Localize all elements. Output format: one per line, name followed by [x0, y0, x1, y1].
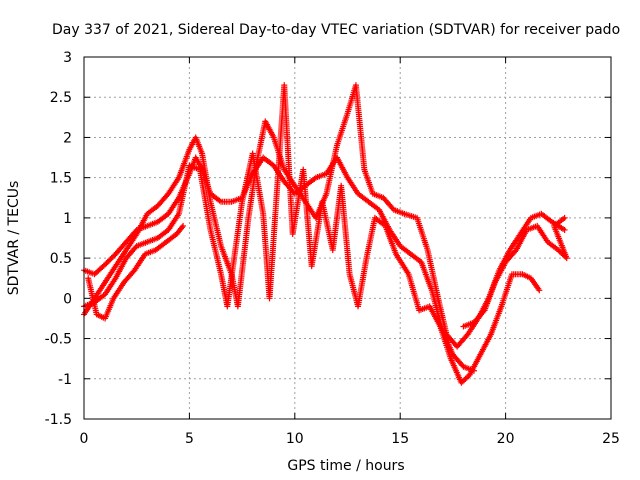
y-tick-label: 1	[63, 211, 72, 227]
data-markers	[81, 82, 570, 386]
x-tick-label: 5	[185, 431, 194, 447]
data-point	[511, 248, 518, 255]
data-point	[561, 214, 568, 221]
x-tick-label: 25	[602, 431, 620, 447]
x-tick-label: 15	[391, 431, 409, 447]
x-axis-label: GPS time / hours	[287, 458, 404, 474]
y-tick-label: 1.5	[50, 171, 72, 187]
chart-title: Day 337 of 2021, Sidereal Day-to-day VTE…	[52, 22, 620, 38]
data-point	[480, 308, 487, 315]
data-point	[561, 226, 568, 233]
y-tick-label: 2.5	[50, 90, 72, 106]
data-point	[180, 222, 187, 229]
y-tick-label: 3	[63, 50, 72, 66]
plot-frame	[83, 56, 612, 420]
y-tick-label: -0.5	[45, 332, 72, 348]
data-point	[108, 255, 115, 262]
x-tick-label: 20	[497, 431, 515, 447]
y-tick-label: -1.5	[45, 412, 72, 428]
y-tick-label: 0.5	[50, 251, 72, 267]
axis-ticks: -1.5 -1 -0.5 0 0.5 1 1.5 2 2.5 3 0 5 10 15 20 25	[45, 50, 620, 447]
data-point	[109, 253, 116, 260]
data-point	[102, 261, 109, 268]
data-point	[103, 260, 110, 267]
data-point	[104, 258, 111, 265]
y-tick-label: -1	[58, 372, 72, 388]
data-point	[107, 256, 114, 263]
data-point	[179, 224, 186, 231]
data-point	[536, 287, 543, 294]
x-tick-label: 0	[80, 431, 89, 447]
grid	[84, 57, 611, 419]
y-axis-label: SDTVAR / TECUs	[6, 181, 22, 296]
x-tick-label: 10	[286, 431, 304, 447]
y-tick-label: 2	[63, 130, 72, 146]
data-point	[106, 257, 113, 264]
y-tick-label: 0	[63, 291, 72, 307]
